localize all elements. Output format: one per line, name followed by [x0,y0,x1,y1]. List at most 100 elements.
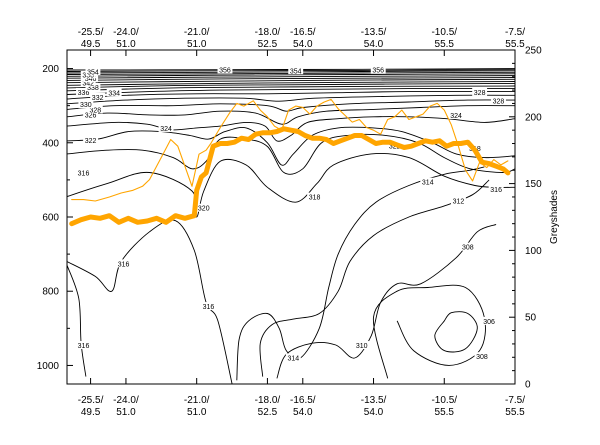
contour-label-text: 354 [87,70,99,77]
contour-label-bg [80,78,96,87]
bottom-tick-label-line1: -25.5/ [78,395,104,406]
contour-label: 356 [217,65,233,75]
contour-label-bg [450,196,466,205]
contour-label: 338 [85,83,101,92]
right-tick-label: 100 [525,246,542,257]
contour-label-text: 326 [85,113,97,120]
contour-label-text: 316 [203,304,215,311]
contour-label: 354 [85,67,101,77]
contour-label-bg [76,87,91,96]
contour-label-bg [106,88,122,97]
contour-label-bg [217,65,233,74]
contour-label-text: 316 [78,343,90,350]
contour-label-bg [201,302,216,311]
contour-label-bg [460,242,476,251]
contour-label-bg [90,92,106,101]
contour-label: 316 [488,185,504,194]
greyshade-lines [69,98,511,227]
contour-label: 308 [460,242,476,252]
contour-label: 334 [106,88,122,97]
left-tick-label: 600 [42,213,59,224]
greyshade-line-thick [69,126,511,227]
top-tick-label-line2: 54.0 [293,39,313,50]
contour-label-bg [420,177,436,186]
top-tick-label-line1: -25.5/ [78,27,104,38]
contour-label-text: 316 [490,187,502,194]
top-tick-label-line1: -10.5/ [431,27,457,38]
contour-label-bg [354,341,370,350]
contour-line-310 [276,223,497,379]
contour-label-bg [76,168,91,177]
contour-label-bg [448,110,464,119]
top-tick-label-line1: -18.0/ [255,27,281,38]
contour-label-text: 322 [85,138,97,145]
bottom-tick-label-line2: 55.5 [435,407,455,418]
bottom-tick-label-line1: -16.5/ [290,395,316,406]
contour-label: 316 [76,168,91,177]
contour-label-text: 328 [474,90,486,97]
contour-label-bg [116,259,132,268]
left-tick-label: 200 [42,64,59,75]
bottom-tick-label-line2: 54.0 [364,407,384,418]
bottom-tick-label-line2: 54.0 [293,407,313,418]
contour-label-text: 308 [476,354,488,361]
contour-line-336 [67,85,515,92]
contour-label: 316 [76,341,91,350]
contour-label-bg [474,352,490,361]
contour-label-text: 308 [462,245,474,252]
contour-label-text: 334 [108,90,120,97]
contour-label: 328 [472,87,488,97]
bottom-tick-label-line1: -21.0/ [184,395,210,406]
right-tick-label: 250 [525,46,542,57]
top-tick-label-line1: -24.0/ [113,27,139,38]
contour-label-bg [78,100,94,109]
contour-label-text: 322 [389,144,401,151]
contour-line-320 [67,133,515,175]
left-tick-label: 800 [42,287,59,298]
contour-label: 320 [196,203,212,213]
contour-label-text: 332 [92,95,104,102]
contour-line-308 [373,284,486,379]
contour-label-bg [87,105,103,114]
contour-line-332 [67,91,515,100]
contour-lines [67,68,515,384]
contour-label: 324 [448,110,464,120]
contour-line-346 [67,75,515,79]
right-tick-label: 200 [525,112,542,123]
contour-label-text: 318 [309,195,321,202]
contour-label: 356 [370,65,386,74]
bottom-tick-label-line2: 51.0 [116,407,136,418]
right-tick-label: 0 [525,380,531,391]
left-tick-label: 400 [42,138,59,149]
contour-label-text: 346 [85,76,97,83]
contour-label-text: 324 [450,113,462,120]
contour-line-312 [259,179,490,377]
contour-label-text: 356 [219,68,231,75]
contour-label: 316 [116,259,132,268]
contour-label: 330 [78,100,94,109]
contour-line-340 [67,81,515,86]
contour-label: 312 [450,196,466,205]
contour-label-text: 310 [356,343,368,350]
contour-label-text: 324 [160,126,172,133]
contour-label-bg [370,65,386,74]
bottom-tick-label-line1: -7.5/ [505,395,525,406]
top-tick-label-line2: 55.5 [505,39,525,50]
contour-label: 332 [90,92,106,102]
contour-label-bg [285,353,301,362]
contour-label: 314 [285,353,301,362]
contour-label-text: 338 [87,85,99,92]
top-tick-label-line2: 55.5 [435,39,455,50]
contour-label-bg [83,135,99,144]
right-axis-title: Greyshades [549,190,560,244]
contour-label-text: 314 [288,355,300,362]
axes: 200 400 600 800 1000 0 50 100 150 200 250 -25.5/49.… [37,27,542,418]
contour-label: 324 [158,123,174,133]
contour-label: 310 [354,341,370,350]
top-tick-label-line2: 51.0 [187,39,207,50]
contour-label: 326 [83,110,99,120]
contour-label-bg [83,110,99,119]
bottom-tick-label-line1: -24.0/ [113,395,139,406]
contour-label: 318 [307,192,323,202]
top-tick-label-line2: 54.0 [364,39,384,50]
